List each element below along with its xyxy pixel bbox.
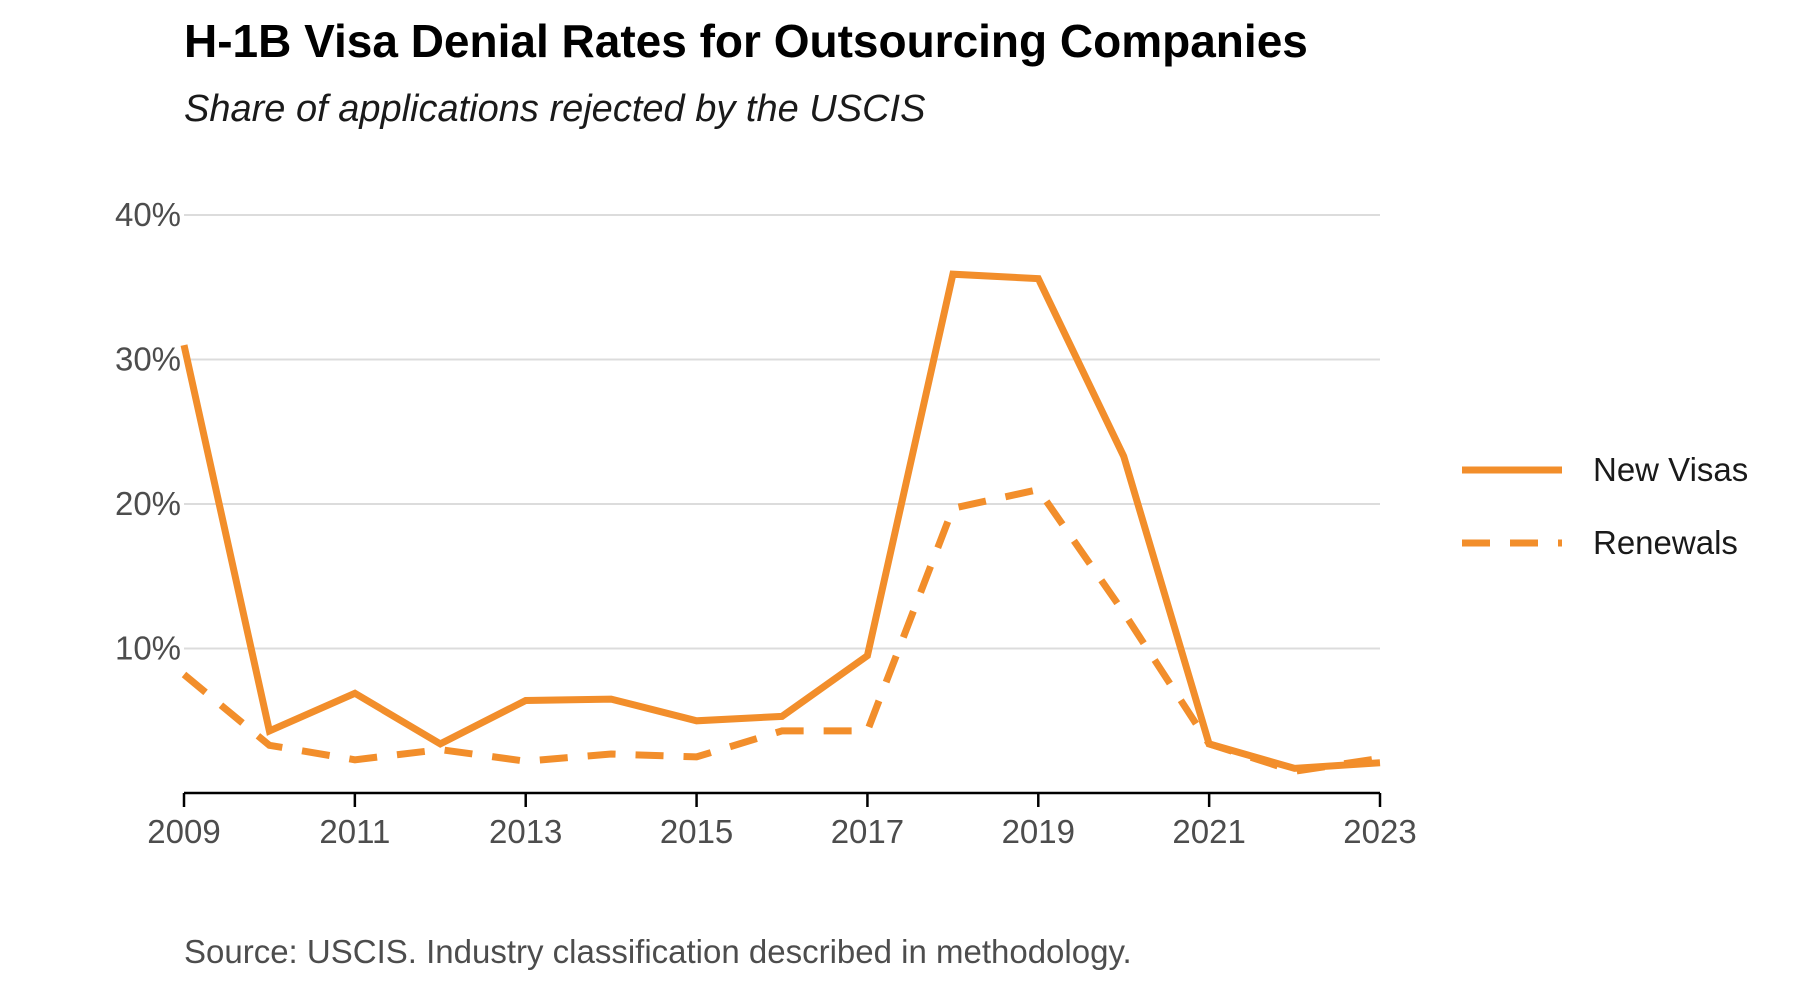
legend-label-renewals: Renewals <box>1593 524 1738 561</box>
series-line-renewals <box>181 485 1381 775</box>
y-tick-label: 20% <box>115 485 181 522</box>
x-axis: 2009 2011 2013 2015 2017 2019 2021 2023 <box>147 791 1417 850</box>
legend: New Visas Renewals <box>1462 451 1748 561</box>
y-tick-label: 40% <box>115 196 181 233</box>
y-tick-label: 10% <box>115 630 181 667</box>
x-tick-label: 2023 <box>1343 813 1416 850</box>
x-tick-label: 2011 <box>319 813 390 850</box>
x-tick-label: 2017 <box>831 813 904 850</box>
series-line-new-visas <box>180 270 1381 772</box>
chart-subtitle: Share of applications rejected by the US… <box>184 88 925 130</box>
x-tick-label: 2019 <box>1002 813 1075 850</box>
data-series <box>180 270 1381 775</box>
y-tick-label: 30% <box>115 341 181 378</box>
x-tick-label: 2015 <box>660 813 733 850</box>
chart-title: H-1B Visa Denial Rates for Outsourcing C… <box>184 15 1308 67</box>
gridlines: 10% 20% 30% 40% <box>115 196 1380 667</box>
x-tick-label: 2009 <box>147 813 220 850</box>
legend-label-new-visas: New Visas <box>1593 451 1748 488</box>
chart-caption: Source: USCIS. Industry classification d… <box>184 933 1132 970</box>
x-tick-label: 2021 <box>1172 813 1245 850</box>
x-tick-label: 2013 <box>489 813 562 850</box>
